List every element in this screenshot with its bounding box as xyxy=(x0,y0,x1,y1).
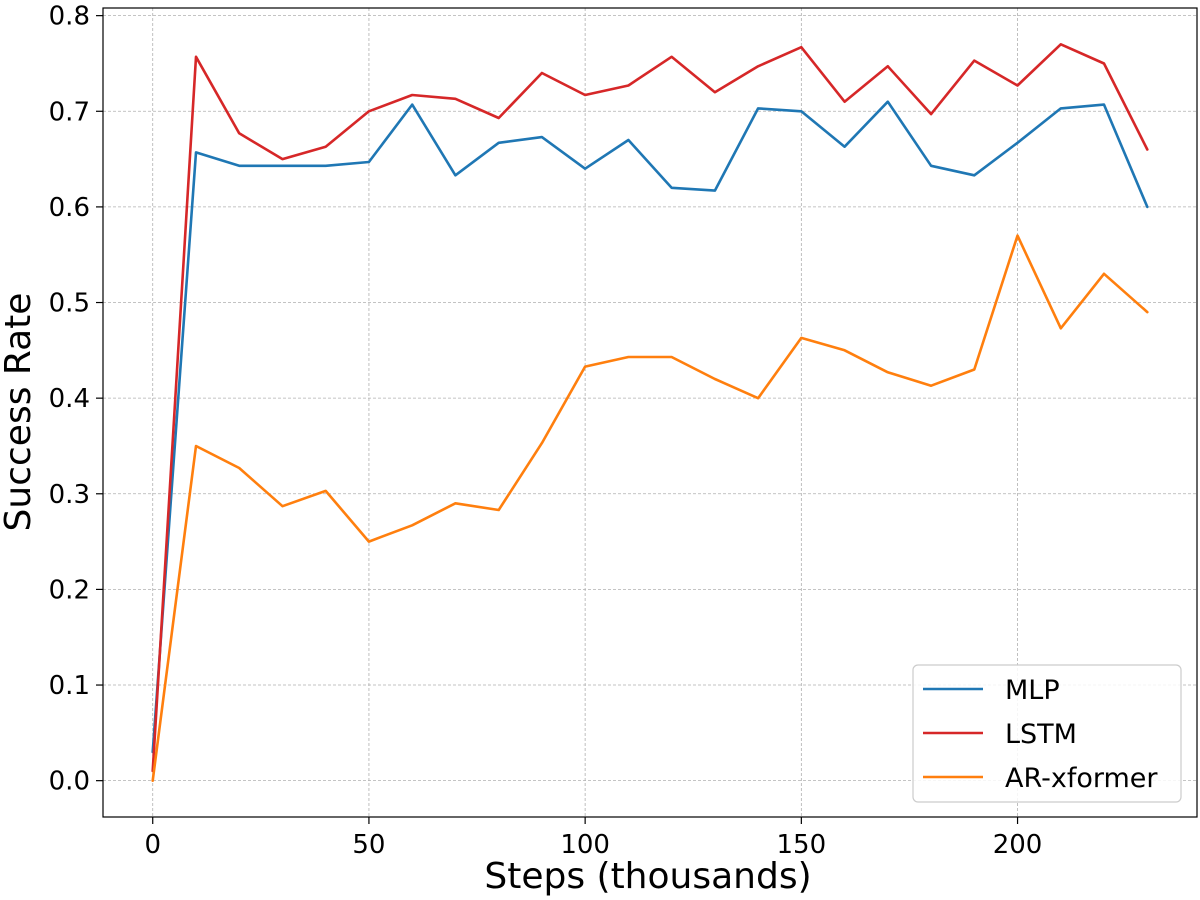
series-line-lstm xyxy=(151,42,1149,773)
x-axis-label: Steps (thousands) xyxy=(484,856,811,897)
series-line-mlp xyxy=(151,100,1149,754)
y-axis-label: Success Rate xyxy=(0,293,39,532)
y-tick-label: 0.3 xyxy=(49,480,90,510)
legend-label-ar-xformer: AR-xformer xyxy=(1005,763,1158,794)
legend-label-mlp: MLP xyxy=(1005,675,1060,706)
legend-box xyxy=(912,664,1182,803)
legend-label-lstm: LSTM xyxy=(1005,719,1077,750)
series-layer xyxy=(151,42,1149,783)
y-tick-label: 0.6 xyxy=(49,193,90,223)
x-axis-ticks: 0 50 100 150 200 xyxy=(144,817,1042,860)
legend: MLP LSTM AR-xformer xyxy=(912,664,1182,803)
y-tick-label: 0.2 xyxy=(49,575,90,605)
series-line-ar-xformer xyxy=(151,234,1149,783)
grid-lines xyxy=(103,8,1197,817)
y-tick-label: 0.1 xyxy=(49,671,90,701)
y-tick-label: 0.0 xyxy=(49,767,90,797)
x-tick-label: 200 xyxy=(993,830,1043,860)
x-tick-label: 0 xyxy=(144,830,161,860)
y-tick-label: 0.5 xyxy=(49,289,90,319)
plot-frame xyxy=(102,7,1198,818)
y-axis-ticks: 0.0 0.1 0.2 0.3 0.4 0.5 0.6 0.7 0.8 xyxy=(49,2,103,797)
x-tick-label: 150 xyxy=(777,830,827,860)
y-tick-label: 0.8 xyxy=(49,2,90,32)
x-tick-label: 100 xyxy=(560,830,610,860)
y-tick-label: 0.4 xyxy=(49,384,90,414)
x-tick-label: 50 xyxy=(352,830,385,860)
y-tick-label: 0.7 xyxy=(49,97,90,127)
